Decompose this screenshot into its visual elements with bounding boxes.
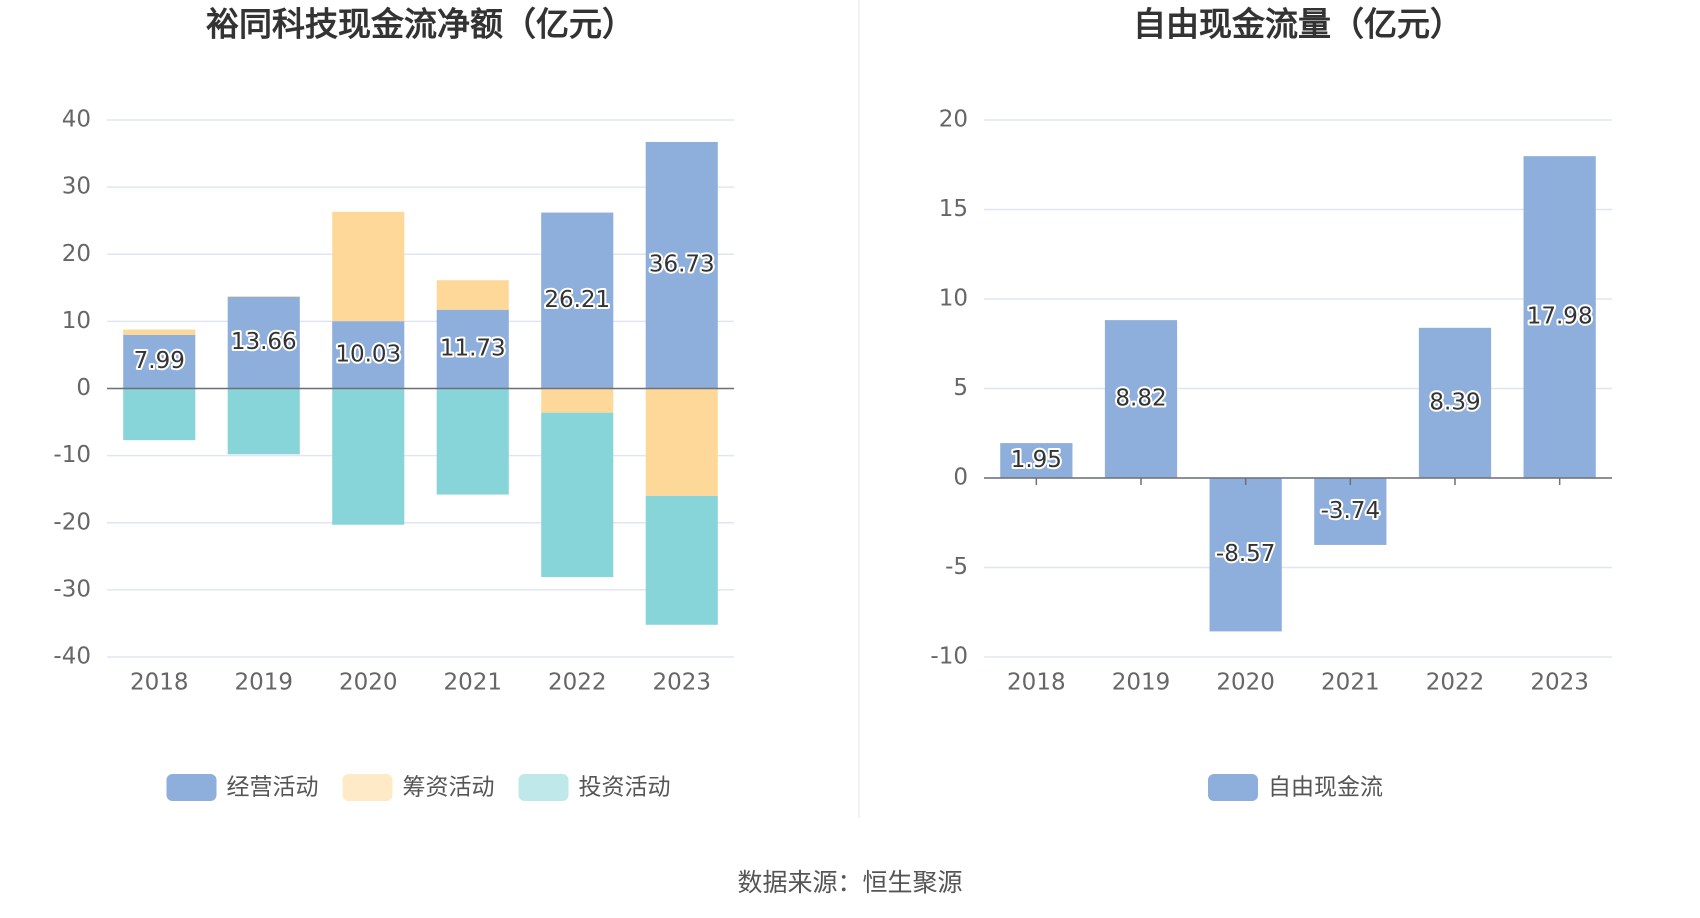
bar xyxy=(227,296,300,389)
x-tick-label: 2023 xyxy=(652,670,711,696)
y-tick-label: -10 xyxy=(53,442,91,468)
data-label: 8.82 xyxy=(1115,386,1166,412)
y-tick-label: 10 xyxy=(62,308,91,334)
legend-label: 筹资活动 xyxy=(403,775,495,801)
y-tick-label: 40 xyxy=(62,107,91,133)
bar xyxy=(227,388,300,455)
data-label: 13.66 xyxy=(231,329,297,355)
source: 数据来源：恒生聚源 xyxy=(737,868,962,897)
bar xyxy=(436,388,509,495)
bar xyxy=(1104,320,1178,478)
bar xyxy=(1418,327,1492,478)
x-tick-label: 2018 xyxy=(130,670,189,696)
data-label: 7.99 xyxy=(134,348,185,374)
chart-title: 裕同科技现金流净额（亿元） xyxy=(206,5,635,44)
y-tick-label: 0 xyxy=(953,465,968,491)
data-label: -3.74 xyxy=(1321,498,1381,524)
y-tick-label: -5 xyxy=(945,554,968,580)
bar xyxy=(332,388,405,525)
bar xyxy=(332,211,405,322)
data-label: -8.57 xyxy=(1216,541,1276,567)
bar xyxy=(1000,443,1073,478)
y-tick-label: -30 xyxy=(53,576,91,602)
x-tick-label: 2022 xyxy=(548,670,607,696)
y-tick-label: 20 xyxy=(939,107,968,133)
bar xyxy=(541,412,614,578)
bar xyxy=(645,495,718,625)
data-label: 36.73 xyxy=(649,252,715,278)
x-tick-label: 2020 xyxy=(1216,670,1275,696)
legend-label: 投资活动 xyxy=(579,775,671,801)
data-label: 17.98 xyxy=(1527,304,1593,330)
bar xyxy=(123,388,196,441)
legend-swatch xyxy=(1208,774,1258,801)
y-tick-label: 30 xyxy=(62,174,91,200)
bar xyxy=(645,141,718,389)
bar xyxy=(1314,478,1387,545)
bar xyxy=(332,321,405,389)
data-label: 26.21 xyxy=(544,287,610,313)
y-tick-label: 15 xyxy=(939,196,968,222)
x-tick-label: 2020 xyxy=(339,670,398,696)
y-tick-label: 20 xyxy=(62,241,91,267)
y-tick-label: 5 xyxy=(953,375,968,401)
x-tick-label: 2019 xyxy=(1112,670,1171,696)
y-tick-label: -40 xyxy=(53,644,91,670)
x-tick-label: 2022 xyxy=(1426,670,1485,696)
y-tick-label: -10 xyxy=(930,644,968,670)
legend-label: 自由现金流 xyxy=(1268,775,1383,801)
chart-title: 自由现金流量（亿元） xyxy=(1133,5,1463,44)
bar xyxy=(123,329,196,335)
bar xyxy=(645,388,718,496)
y-tick-label: 0 xyxy=(76,375,91,401)
bar xyxy=(227,296,300,297)
legend-swatch xyxy=(166,774,217,801)
x-tick-label: 2023 xyxy=(1530,670,1589,696)
legend-swatch xyxy=(518,774,569,801)
y-tick-label: 10 xyxy=(939,286,968,312)
data-label: 10.03 xyxy=(335,341,401,367)
x-tick-label: 2019 xyxy=(234,670,293,696)
bar xyxy=(1523,156,1596,478)
bar xyxy=(541,212,614,389)
bar xyxy=(1209,478,1282,632)
data-label: 11.73 xyxy=(440,336,506,362)
data-label: 8.39 xyxy=(1429,389,1480,415)
x-tick-label: 2021 xyxy=(443,670,502,696)
bar xyxy=(436,280,509,310)
x-tick-label: 2018 xyxy=(1007,670,1066,696)
bar xyxy=(436,309,509,389)
bar xyxy=(123,334,196,389)
x-tick-label: 2021 xyxy=(1321,670,1380,696)
y-tick-label: -20 xyxy=(53,509,91,535)
legend-swatch xyxy=(342,774,393,801)
data-label: 1.95 xyxy=(1011,447,1062,473)
legend-label: 经营活动 xyxy=(227,775,319,801)
bar xyxy=(541,388,614,413)
